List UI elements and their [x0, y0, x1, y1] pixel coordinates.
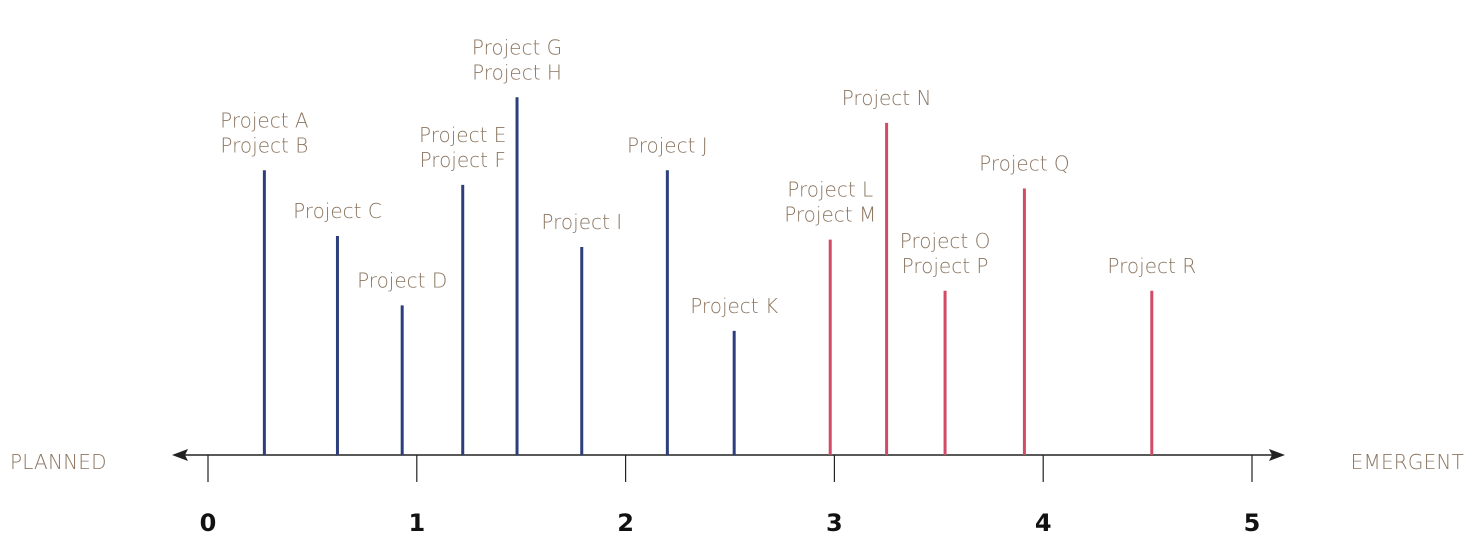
project-bars	[262, 97, 1154, 455]
project-label: Project D	[357, 268, 447, 292]
project-label: Project C	[293, 199, 382, 223]
axis-left-label: PLANNED	[10, 450, 107, 474]
project-label: Project B	[220, 133, 308, 157]
project-label: Project H	[472, 60, 562, 84]
tick-label: 2	[617, 509, 634, 535]
axis-arrow-right	[1269, 449, 1285, 461]
tick-label: 4	[1035, 509, 1052, 535]
project-label: Project P	[902, 254, 989, 278]
project-label: Project J	[627, 133, 708, 157]
project-label: Project G	[472, 35, 562, 59]
project-label: Project Q	[979, 152, 1070, 176]
project-label: Project O	[900, 229, 991, 253]
tick-label: 1	[408, 509, 425, 535]
project-label: Project R	[1107, 254, 1196, 278]
project-label: Project M	[784, 203, 876, 227]
axis-arrow-left	[172, 449, 188, 461]
project-label: Project F	[420, 148, 506, 172]
project-label: Project N	[842, 86, 932, 110]
project-label: Project L	[787, 178, 873, 202]
tick-label: 3	[826, 509, 843, 535]
axis-right-label: EMERGENT	[1350, 450, 1464, 474]
tick-label: 5	[1244, 509, 1261, 535]
project-label: Project A	[220, 108, 309, 132]
project-label: Project I	[541, 210, 622, 234]
project-label: Project K	[690, 294, 778, 318]
tick-label: 0	[200, 509, 217, 535]
project-label: Project E	[419, 123, 506, 147]
x-axis: 0 1 2 3 4 5	[172, 449, 1285, 535]
